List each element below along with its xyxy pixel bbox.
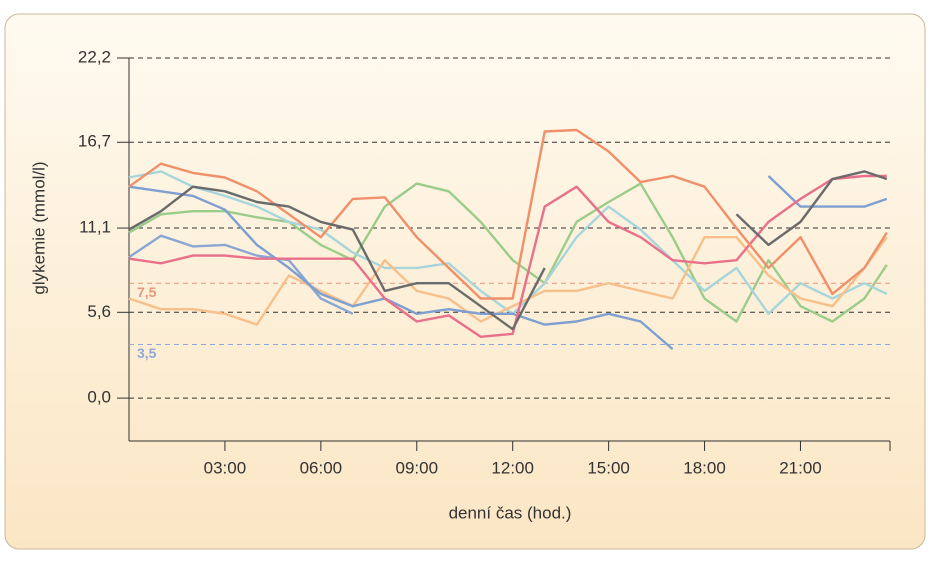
series-line xyxy=(128,182,888,323)
x-tick-label: 21:00 xyxy=(779,458,822,477)
x-tick-label: 03:00 xyxy=(204,458,247,477)
y-tick-label: 5,6 xyxy=(87,302,111,321)
series-line xyxy=(128,175,888,351)
x-axis-label: denní čas (hod.) xyxy=(449,503,572,522)
series-line xyxy=(128,234,354,315)
reference-label: 7,5 xyxy=(137,284,157,300)
y-tick-label: 16,7 xyxy=(78,132,111,151)
x-tick-label: 15:00 xyxy=(587,458,630,477)
series-line xyxy=(128,236,888,326)
series-line xyxy=(128,174,887,338)
x-tick-label: 06:00 xyxy=(300,458,343,477)
y-tick-label: 11,1 xyxy=(79,218,111,237)
panel xyxy=(4,13,926,550)
x-tick-label: 12:00 xyxy=(491,458,534,477)
y-axis-label: glykemie (mmol/l) xyxy=(29,161,48,294)
series-line xyxy=(128,170,888,331)
y-tick-label: 22,2 xyxy=(78,47,111,66)
x-tick-label: 18:00 xyxy=(683,458,726,477)
series-line xyxy=(128,128,888,300)
y-tick-label: 0,0 xyxy=(87,388,111,407)
reference-label: 3,5 xyxy=(137,345,157,361)
x-tick-label: 09:00 xyxy=(395,458,438,477)
